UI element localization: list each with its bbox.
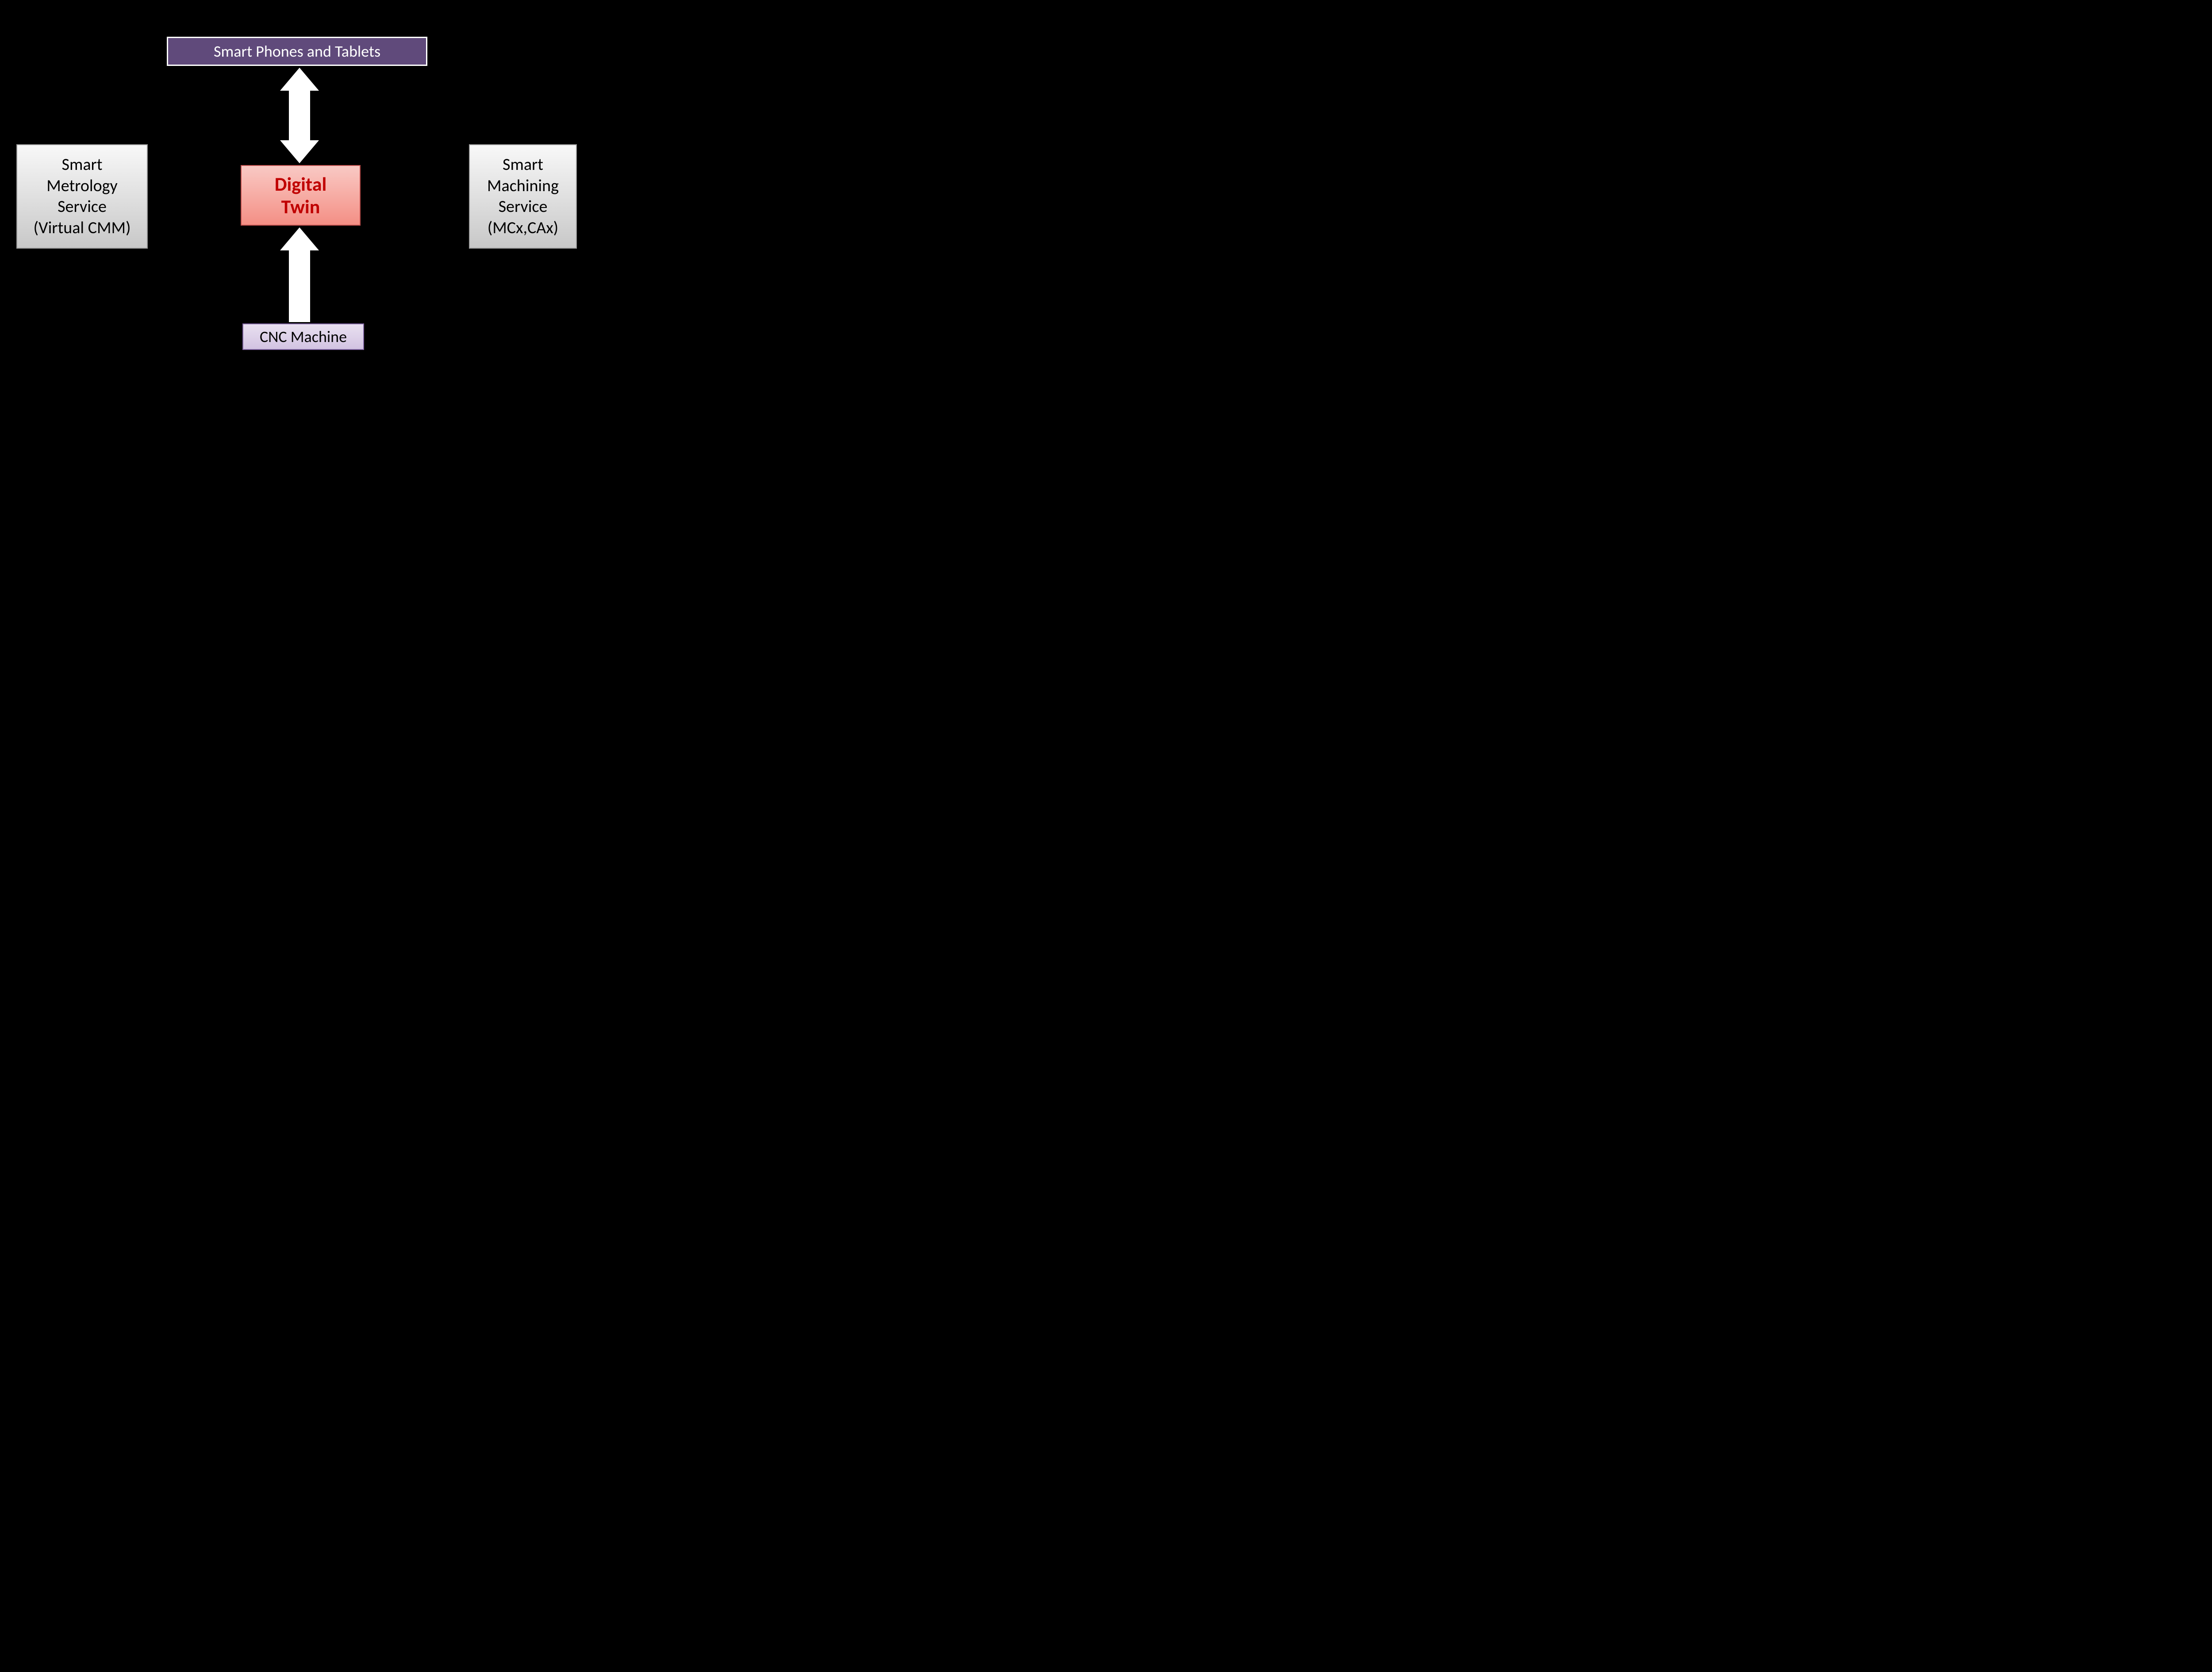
single-arrow-up-icon: [275, 227, 324, 322]
smart-phones-tablets-label: Smart Phones and Tablets: [214, 42, 380, 61]
double-arrow-top-icon: [275, 68, 324, 163]
smart-machining-service-node: Smart Machining Service (MCx,CAx): [469, 144, 577, 249]
right-label-line4: (MCx,CAx): [488, 218, 558, 239]
cnc-machine-node: CNC Machine: [242, 323, 364, 350]
smart-metrology-service-node: Smart Metrology Service (Virtual CMM): [16, 144, 148, 249]
right-label-line3: Service: [499, 196, 548, 218]
digital-twin-node: Digital Twin: [241, 165, 361, 226]
digital-twin-label-line2: Twin: [281, 196, 320, 218]
right-label-line1: Smart: [503, 154, 543, 176]
smart-phones-tablets-node: Smart Phones and Tablets: [167, 37, 427, 66]
left-label-line2: Metrology: [46, 176, 117, 197]
left-label-line3: Service: [58, 196, 107, 218]
left-label-line4: (Virtual CMM): [33, 218, 131, 239]
digital-twin-label-line1: Digital: [275, 173, 327, 196]
left-label-line1: Smart: [62, 154, 103, 176]
cnc-machine-label: CNC Machine: [260, 327, 347, 346]
right-label-line2: Machining: [487, 176, 559, 197]
